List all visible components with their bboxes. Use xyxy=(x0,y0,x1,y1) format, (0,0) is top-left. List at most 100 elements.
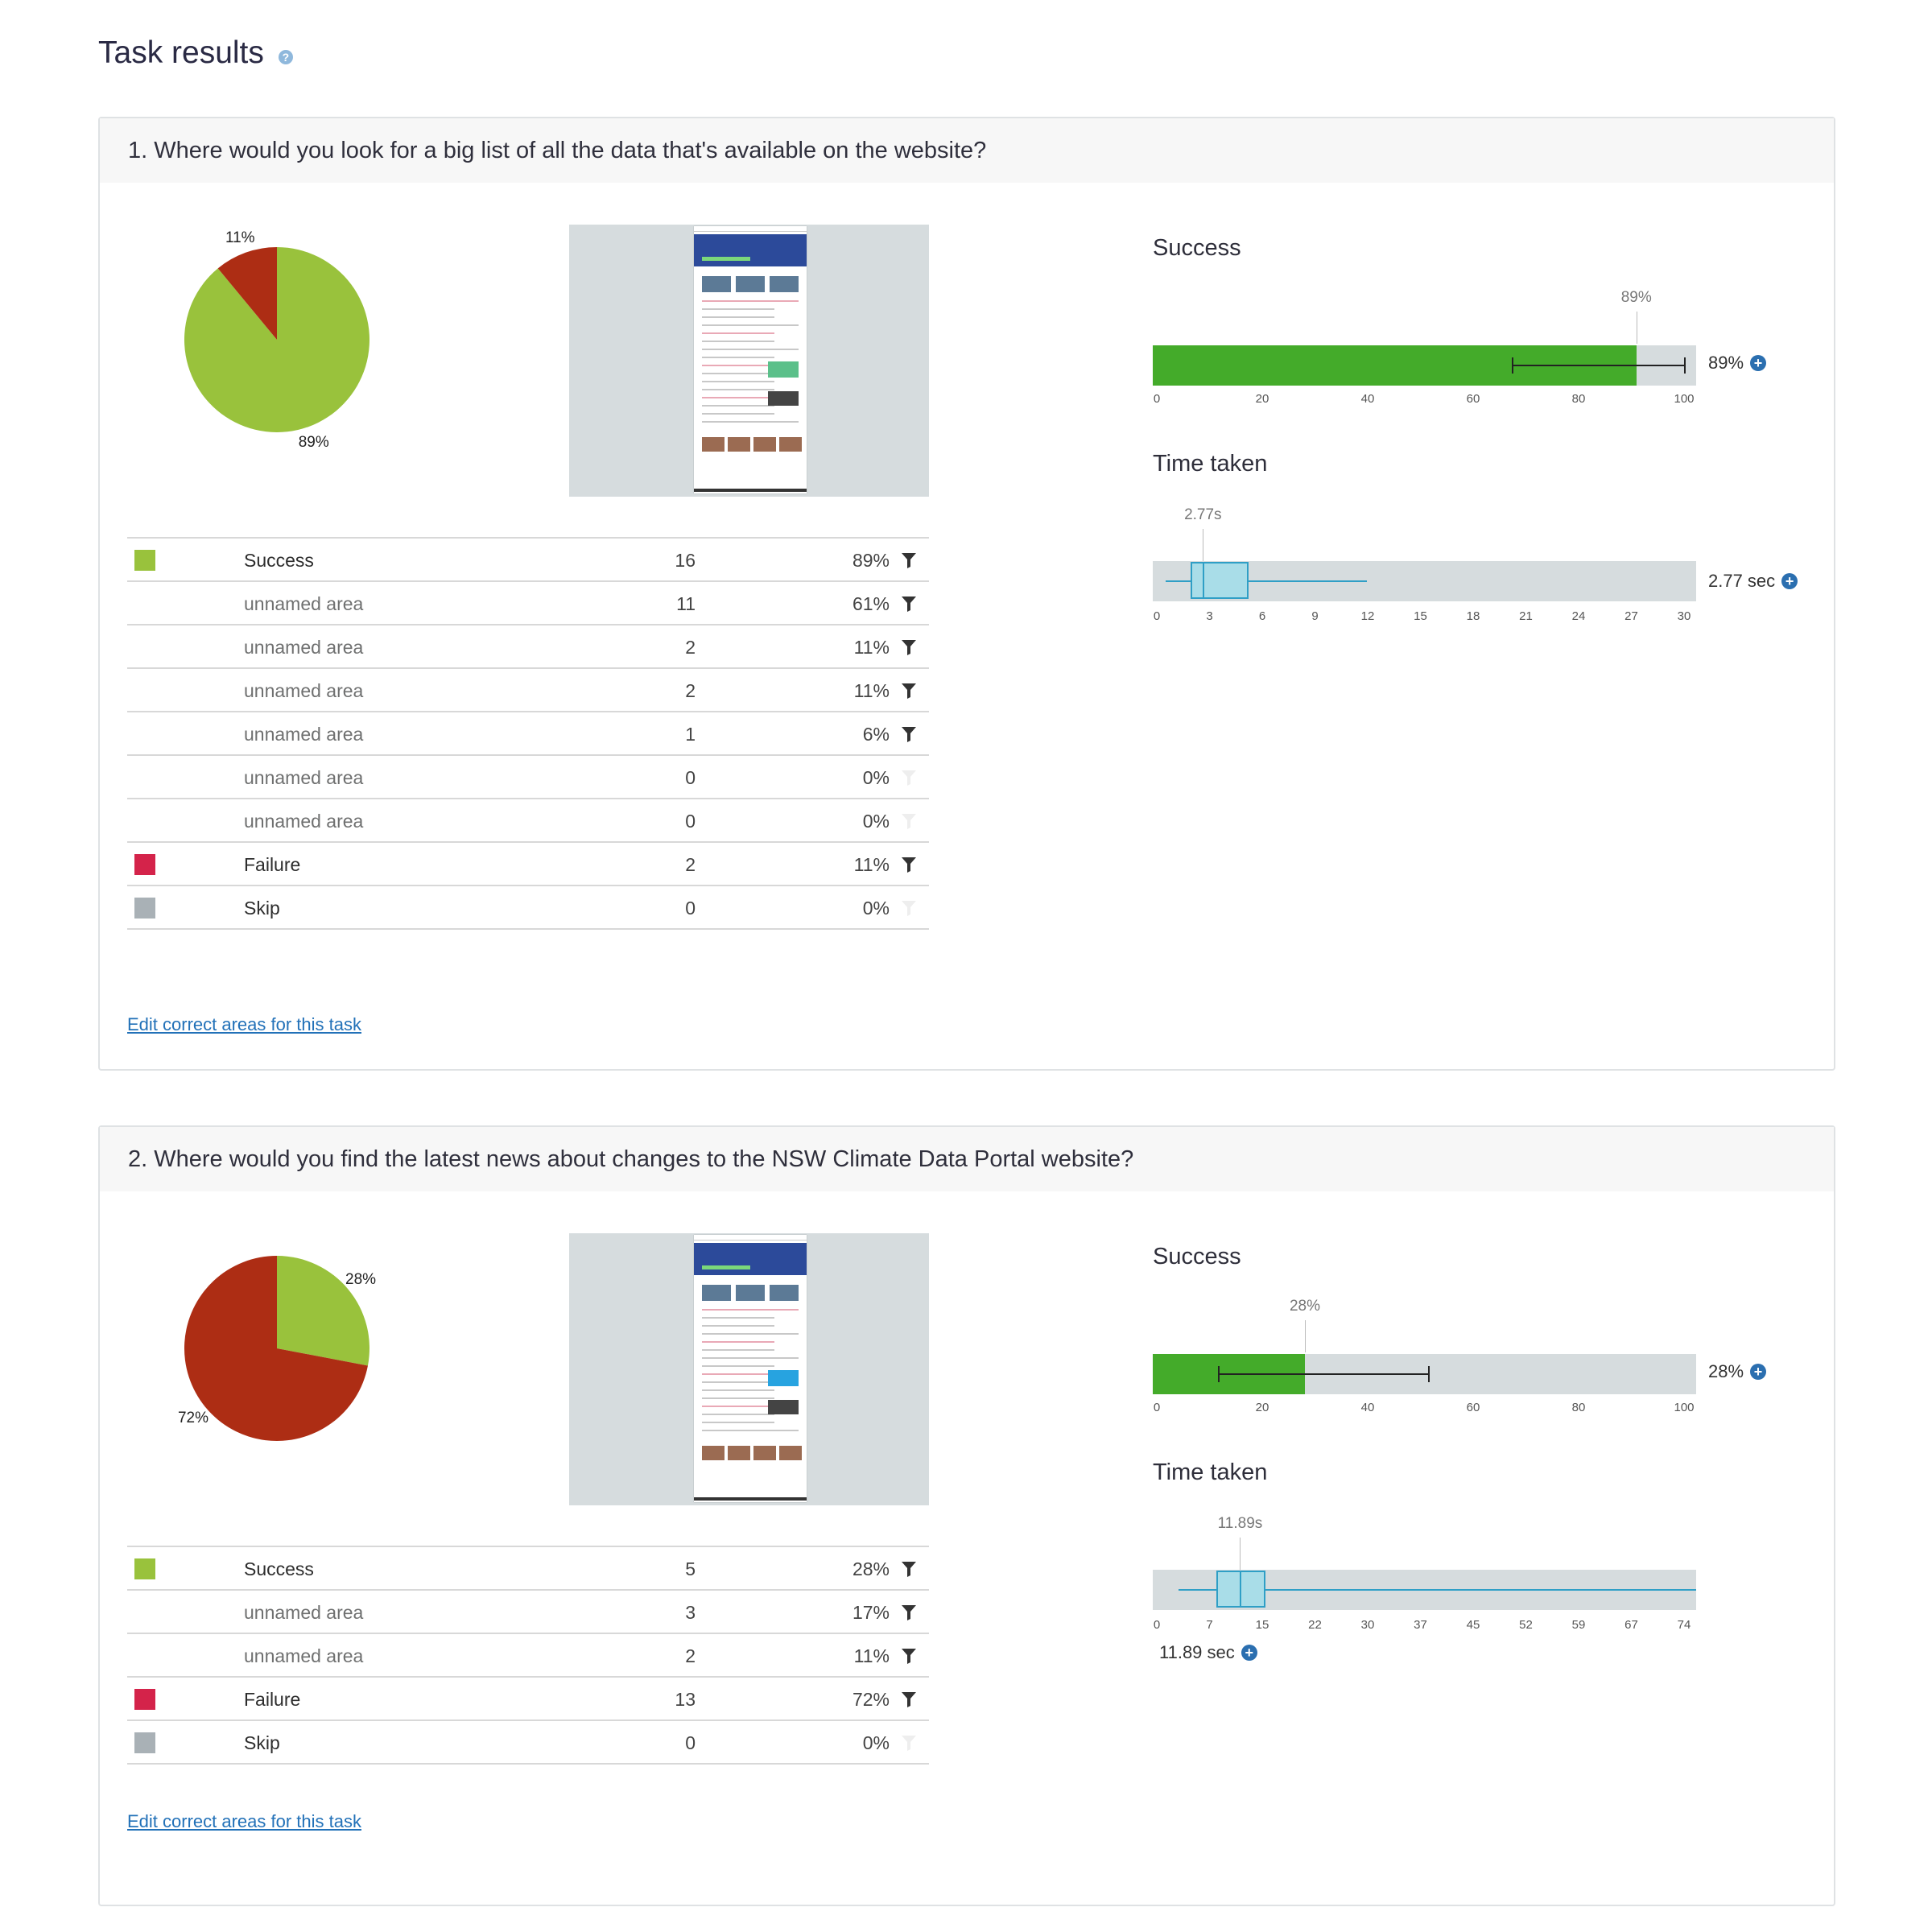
table-row: unnamed area 0 0% xyxy=(127,756,929,799)
row-percentage: 11% xyxy=(853,680,890,701)
table-row: Failure 13 72% xyxy=(127,1678,929,1721)
time-axis-tick: 7 xyxy=(1206,1618,1213,1632)
results-table: Success 5 28% unnamed area 3 17% unnamed area 2… xyxy=(127,1546,929,1765)
pie-label-failure: 11% xyxy=(225,229,255,246)
swatch-success xyxy=(134,1558,155,1579)
row-percentage: 17% xyxy=(852,1602,890,1623)
time-axis-tick: 22 xyxy=(1308,1618,1322,1632)
row-count: 0 xyxy=(685,898,696,919)
row-percentage: 0% xyxy=(862,1732,890,1753)
time-axis-tick: 21 xyxy=(1519,609,1533,623)
row-label: Failure xyxy=(244,854,301,875)
time-taken-title: Time taken xyxy=(1153,451,1268,477)
row-count: 3 xyxy=(685,1602,696,1623)
task-card: 1. Where would you look for a big list o… xyxy=(98,117,1835,1071)
row-percentage: 28% xyxy=(852,1558,890,1579)
filter-icon[interactable] xyxy=(901,595,917,613)
filter-icon[interactable] xyxy=(901,638,917,656)
row-label: unnamed area xyxy=(244,724,364,745)
edit-correct-areas-link[interactable]: Edit correct areas for this task xyxy=(127,1014,361,1034)
success-marker-line xyxy=(1305,1320,1306,1352)
row-count: 0 xyxy=(685,811,696,832)
time-axis-tick: 52 xyxy=(1519,1618,1533,1632)
success-axis-tick: 100 xyxy=(1674,392,1695,406)
filter-icon[interactable] xyxy=(901,856,917,873)
success-axis-tick: 40 xyxy=(1360,392,1375,406)
pie-label-success: 28% xyxy=(345,1271,376,1288)
expand-time-icon[interactable]: + xyxy=(1781,573,1798,589)
task-card: 2. Where would you find the latest news … xyxy=(98,1125,1835,1906)
table-row: Failure 2 11% xyxy=(127,843,929,886)
median-time-label: 11.89s xyxy=(1217,1515,1263,1532)
row-count: 2 xyxy=(685,637,696,658)
time-summary-value: 2.77 sec xyxy=(1708,571,1776,591)
time-axis-tick: 74 xyxy=(1677,1618,1691,1632)
pie-slice-success xyxy=(277,1256,369,1366)
swatch-failure xyxy=(134,854,155,875)
swatch-success xyxy=(134,550,155,571)
expand-time-icon[interactable]: + xyxy=(1241,1645,1257,1661)
time-axis-tick: 9 xyxy=(1311,609,1319,623)
time-axis-tick: 30 xyxy=(1677,609,1691,623)
success-error-bar xyxy=(1511,357,1686,374)
row-percentage: 11% xyxy=(853,1645,890,1666)
time-axis-tick: 0 xyxy=(1153,1618,1161,1632)
row-percentage: 11% xyxy=(853,854,890,875)
pie-label-success: 89% xyxy=(299,434,329,448)
filter-icon[interactable] xyxy=(901,1690,917,1708)
success-summary: 89% + xyxy=(1708,353,1767,374)
time-axis-tick: 15 xyxy=(1414,609,1427,623)
table-row: unnamed area 11 61% xyxy=(127,582,929,625)
row-label: Skip xyxy=(244,1732,280,1753)
task-question: 1. Where would you look for a big list o… xyxy=(100,118,1834,183)
success-axis-tick: 40 xyxy=(1360,1401,1375,1414)
result-pie-chart: 28% 72% xyxy=(164,1224,406,1457)
filter-icon xyxy=(901,899,917,917)
expand-success-icon[interactable]: + xyxy=(1750,1364,1767,1380)
pie-slice-failure xyxy=(217,247,277,340)
success-summary-value: 89% xyxy=(1708,353,1744,373)
row-label: unnamed area xyxy=(244,680,364,701)
task-question: 2. Where would you find the latest news … xyxy=(100,1127,1834,1191)
success-axis-tick: 0 xyxy=(1153,392,1161,406)
filter-icon[interactable] xyxy=(901,725,917,743)
time-axis-tick: 24 xyxy=(1571,609,1586,623)
row-percentage: 11% xyxy=(853,637,890,658)
page-title: Task results ? xyxy=(98,35,293,71)
success-axis-tick: 80 xyxy=(1571,392,1586,406)
time-axis-tick: 45 xyxy=(1466,1618,1480,1632)
time-axis-tick: 27 xyxy=(1624,609,1638,623)
filter-icon[interactable] xyxy=(901,682,917,700)
row-label: unnamed area xyxy=(244,593,364,614)
help-icon[interactable]: ? xyxy=(278,50,293,64)
success-summary: 28% + xyxy=(1708,1361,1767,1382)
success-axis-tick: 60 xyxy=(1466,1401,1480,1414)
time-axis-tick: 3 xyxy=(1206,609,1213,623)
swatch-skip xyxy=(134,1732,155,1753)
website-preview xyxy=(694,226,807,493)
row-label: Failure xyxy=(244,1689,301,1710)
success-axis-tick: 0 xyxy=(1153,1401,1161,1414)
page-screenshot-thumbnail[interactable] xyxy=(569,1233,929,1505)
expand-success-icon[interactable]: + xyxy=(1750,355,1767,371)
swatch-failure xyxy=(134,1689,155,1710)
filter-icon[interactable] xyxy=(901,1560,917,1578)
row-count: 2 xyxy=(685,680,696,701)
time-whisker xyxy=(1165,580,1367,582)
row-percentage: 72% xyxy=(852,1689,890,1710)
filter-icon[interactable] xyxy=(901,1647,917,1665)
filter-icon[interactable] xyxy=(901,1604,917,1621)
row-label: Success xyxy=(244,1558,314,1579)
table-row: unnamed area 2 11% xyxy=(127,1634,929,1678)
page-screenshot-thumbnail[interactable] xyxy=(569,225,929,497)
website-preview xyxy=(694,1235,807,1502)
pie-label-failure: 72% xyxy=(178,1410,208,1426)
time-box xyxy=(1191,562,1249,599)
filter-icon[interactable] xyxy=(901,551,917,569)
pie-slice-failure xyxy=(184,1256,368,1441)
success-marker-label: 89% xyxy=(1620,289,1652,306)
row-percentage: 61% xyxy=(852,593,890,614)
time-summary-value: 11.89 sec xyxy=(1159,1642,1235,1662)
edit-correct-areas-link[interactable]: Edit correct areas for this task xyxy=(127,1811,361,1831)
row-label: unnamed area xyxy=(244,811,364,832)
